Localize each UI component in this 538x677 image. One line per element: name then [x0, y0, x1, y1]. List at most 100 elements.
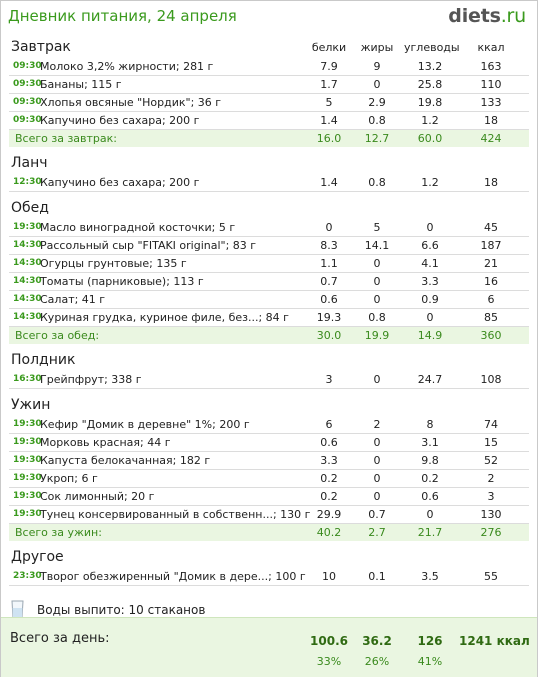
food-kcal: 16 [484, 275, 498, 288]
food-fat: 0.8 [368, 311, 386, 324]
food-fat: 0 [373, 275, 381, 288]
food-name[interactable]: Творог обезжиренный "Домик в дере...; 10… [40, 570, 306, 583]
food-protein: 29.9 [316, 508, 342, 521]
food-time: 14:30 [13, 276, 42, 286]
food-kcal: 85 [484, 311, 498, 324]
meal-total-fat: 2.7 [368, 526, 386, 539]
food-protein: 3.3 [320, 454, 338, 467]
column-header-protein: белки [311, 41, 347, 54]
meal-total-protein: 16.0 [316, 132, 342, 145]
meal-total-fat: 12.7 [364, 132, 390, 145]
food-row[interactable]: 14:30 Рассольный сыр "FITAKI original"; 8… [9, 237, 529, 255]
food-time: 19:30 [13, 455, 42, 465]
food-row[interactable]: 23:30 Творог обезжиренный "Домик в дере..… [9, 568, 529, 586]
food-protein: 8.3 [320, 239, 338, 252]
food-row[interactable]: 09:30 Капучино без сахара; 200 г 1.4 0.8 1.2… [9, 112, 529, 130]
food-name[interactable]: Капучино без сахара; 200 г [40, 176, 200, 189]
food-time: 12:30 [13, 177, 42, 187]
food-fat: 0 [373, 373, 381, 386]
food-row[interactable]: 19:30 Кефир "Домик в деревне" 1%; 200 г 6 2… [9, 416, 529, 434]
meal-total-carbs: 60.0 [417, 132, 443, 145]
food-kcal: 133 [480, 96, 502, 109]
day-protein: 100.6 [310, 634, 348, 648]
food-row[interactable]: 14:30 Куриная грудка, куриное филе, без..… [9, 309, 529, 327]
food-name[interactable]: Огурцы грунтовые; 135 г [40, 257, 187, 270]
food-time: 19:30 [13, 222, 42, 232]
food-protein: 19.3 [316, 311, 342, 324]
food-protein: 0.7 [320, 275, 338, 288]
food-fat: 0.8 [368, 176, 386, 189]
food-name[interactable]: Рассольный сыр "FITAKI original"; 83 г [40, 239, 257, 252]
food-carbs: 0 [426, 311, 434, 324]
water-block: Воды выпито: 10 стаканов [1, 598, 537, 626]
food-time: 19:30 [13, 437, 42, 447]
food-carbs: 9.8 [421, 454, 439, 467]
food-time: 19:30 [13, 419, 42, 429]
food-name[interactable]: Бананы; 115 г [40, 78, 122, 91]
food-fat: 0 [373, 293, 381, 306]
food-row[interactable]: 19:30 Сок лимонный; 20 г 0.2 0 0.6 3 [9, 488, 529, 506]
food-row[interactable]: 12:30 Капучино без сахара; 200 г 1.4 0.8 1.2… [9, 174, 529, 192]
food-carbs: 4.1 [421, 257, 439, 270]
food-fat: 0.8 [368, 114, 386, 127]
food-protein: 3 [325, 373, 333, 386]
food-carbs: 8 [426, 418, 434, 431]
meal-total-protein: 40.2 [316, 526, 342, 539]
food-kcal: 3 [487, 490, 495, 503]
food-name[interactable]: Кефир "Домик в деревне" 1%; 200 г [40, 418, 250, 431]
food-name[interactable]: Грейпфрут; 338 г [40, 373, 142, 386]
food-row[interactable]: 19:30 Морковь красная; 44 г 0.6 0 3.1 15 [9, 434, 529, 452]
food-row[interactable]: 19:30 Укроп; 6 г 0.2 0 0.2 2 [9, 470, 529, 488]
food-name[interactable]: Салат; 41 г [40, 293, 106, 306]
food-row[interactable]: 19:30 Тунец консервированный в собственн.… [9, 506, 529, 524]
meal-total-carbs: 14.9 [417, 329, 443, 342]
food-row[interactable]: 14:30 Огурцы грунтовые; 135 г 1.1 0 4.1 21 [9, 255, 529, 273]
food-row[interactable]: 09:30 Хлопья овсяные "Нордик"; 36 г 5 2.9 19… [9, 94, 529, 112]
food-carbs: 1.2 [421, 114, 439, 127]
food-name[interactable]: Капуста белокачанная; 182 г [40, 454, 211, 467]
food-carbs: 0 [426, 221, 434, 234]
food-row[interactable]: 09:30 Бананы; 115 г 1.7 0 25.8 110 [9, 76, 529, 94]
food-name[interactable]: Куриная грудка, куриное филе, без...; 84… [40, 311, 289, 324]
meal-title-row: Ланч [9, 153, 529, 174]
food-name[interactable]: Хлопья овсяные "Нордик"; 36 г [40, 96, 222, 109]
food-protein: 1.4 [320, 176, 338, 189]
meal-section: Обед 19:30 Масло виноградной косточки; 5 г… [9, 198, 529, 350]
food-carbs: 3.5 [421, 570, 439, 583]
meal-title-row: Ужин [9, 395, 529, 416]
food-time: 14:30 [13, 312, 42, 322]
food-name[interactable]: Капучино без сахара; 200 г [40, 114, 200, 127]
day-total: Всего за день: 100.6 36.2 126 1241 ккал … [1, 617, 537, 677]
food-row[interactable]: 19:30 Масло виноградной косточки; 5 г 0 5 0 4… [9, 219, 529, 237]
meal-title-row: Завтрак белки жиры углеводы ккал [9, 37, 529, 58]
food-carbs: 3.3 [421, 275, 439, 288]
food-name[interactable]: Тунец консервированный в собственн...; 1… [40, 508, 311, 521]
food-kcal: 21 [484, 257, 498, 270]
day-fat-pct: 26% [364, 655, 390, 668]
meal-total-kcal: 424 [480, 132, 502, 145]
food-protein: 10 [322, 570, 336, 583]
meal-section: Полдник 16:30 Грейпфрут; 338 г 3 0 24.7 108 [9, 350, 529, 395]
food-name[interactable]: Сок лимонный; 20 г [40, 490, 155, 503]
food-row[interactable]: 14:30 Томаты (парниковые); 113 г 0.7 0 3.3 16 [9, 273, 529, 291]
food-name[interactable]: Масло виноградной косточки; 5 г [40, 221, 236, 234]
water-text: Воды выпито: 10 стаканов [37, 603, 206, 617]
food-fat: 0 [373, 78, 381, 91]
food-time: 09:30 [13, 61, 42, 71]
food-kcal: 6 [487, 293, 495, 306]
food-row[interactable]: 19:30 Капуста белокачанная; 182 г 3.3 0 9.8 5… [9, 452, 529, 470]
food-name[interactable]: Укроп; 6 г [40, 472, 98, 485]
food-name[interactable]: Томаты (парниковые); 113 г [40, 275, 204, 288]
food-time: 16:30 [13, 374, 42, 384]
food-name[interactable]: Молоко 3,2% жирности; 281 г [40, 60, 214, 73]
food-row[interactable]: 16:30 Грейпфрут; 338 г 3 0 24.7 108 [9, 371, 529, 389]
food-time: 19:30 [13, 473, 42, 483]
food-fat: 0.7 [368, 508, 386, 521]
column-header-fat: жиры [360, 41, 394, 54]
food-carbs: 19.8 [417, 96, 443, 109]
meal-title-row: Обед [9, 198, 529, 219]
food-row[interactable]: 14:30 Салат; 41 г 0.6 0 0.9 6 [9, 291, 529, 309]
site-logo[interactable]: diets.ru [448, 5, 526, 27]
food-row[interactable]: 09:30 Молоко 3,2% жирности; 281 г 7.9 9 13.2… [9, 58, 529, 76]
food-name[interactable]: Морковь красная; 44 г [40, 436, 171, 449]
